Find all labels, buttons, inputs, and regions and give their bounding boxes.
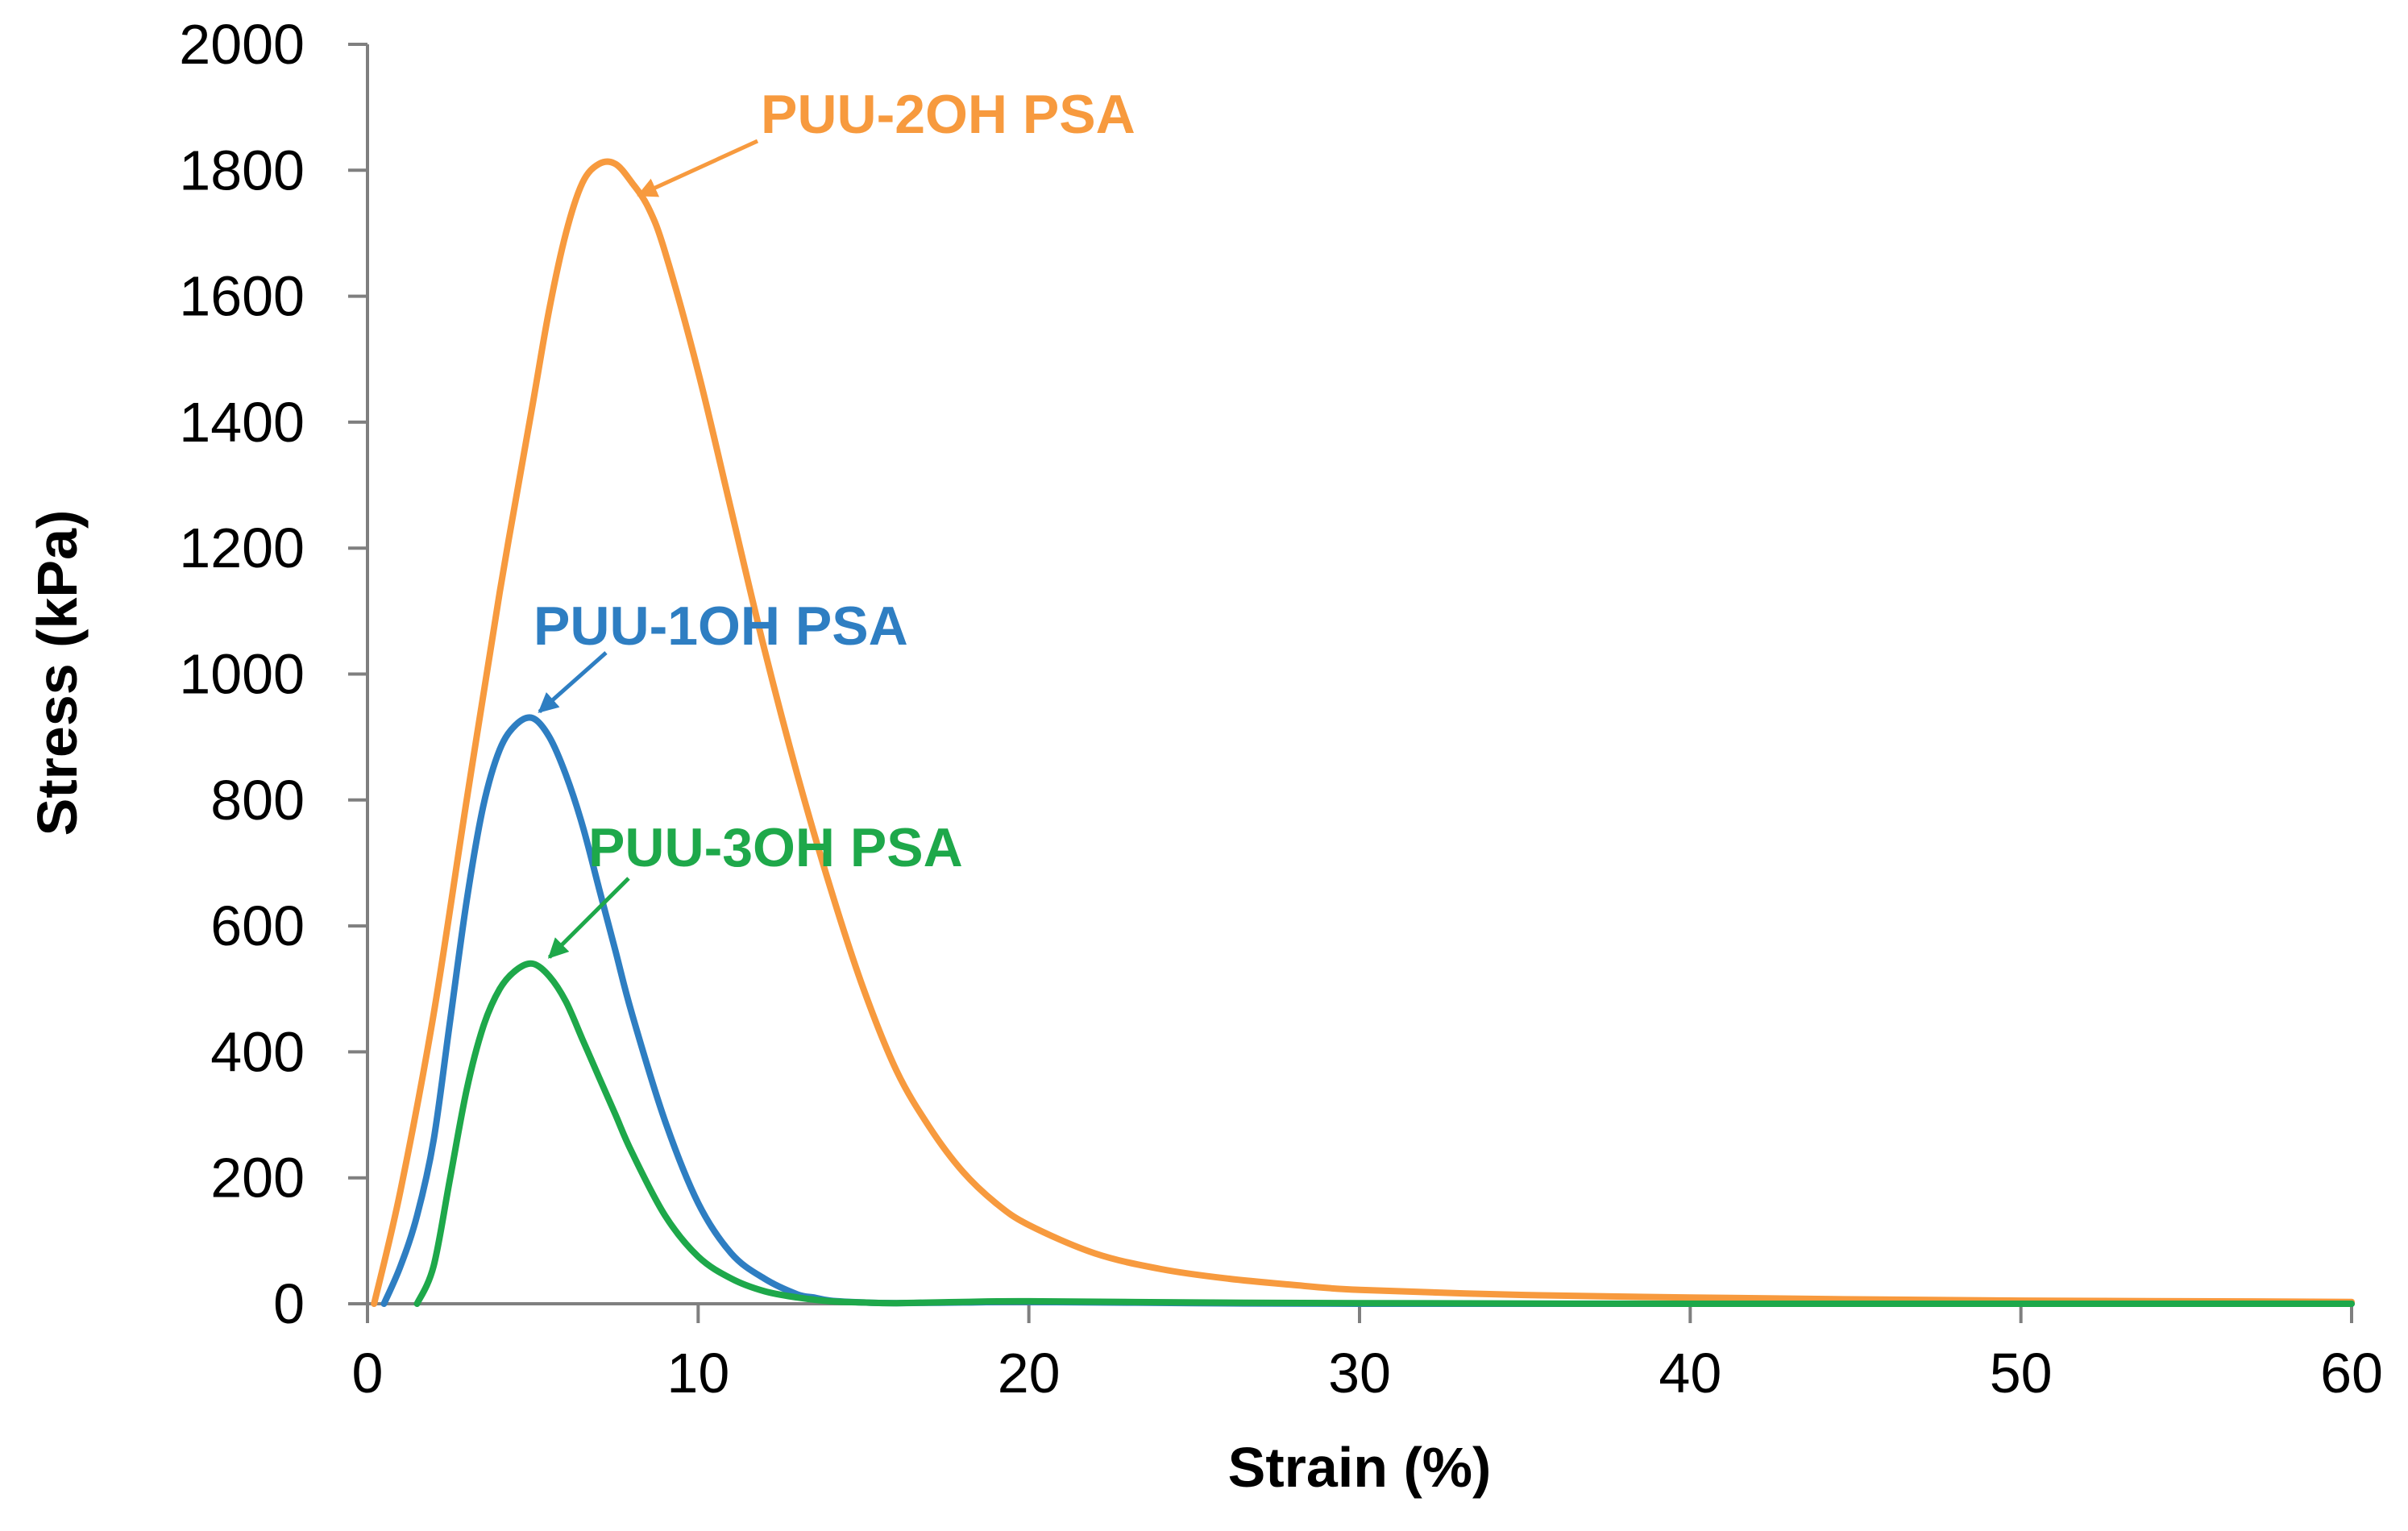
y-tick-label: 1200: [179, 517, 305, 579]
annotation-arrow-puu-2oh-psa: [637, 139, 759, 197]
y-tick-label: 1400: [179, 391, 305, 454]
y-axis-title: Stress (kPa): [26, 510, 89, 836]
annotation-label-puu-2oh-psa: PUU-2OH PSA: [761, 84, 1135, 145]
y-tick-label: 2000: [179, 13, 305, 76]
annotation-arrow-puu-1oh-psa: [538, 651, 608, 714]
y-tick-label: 0: [273, 1272, 305, 1335]
x-axis-title: Strain (%): [1228, 1436, 1492, 1499]
annotation-label-puu-1oh-psa: PUU-1OH PSA: [533, 595, 908, 657]
y-tick-label: 600: [210, 894, 305, 957]
y-tick-label: 200: [210, 1147, 305, 1209]
series-lines: [371, 158, 2355, 1308]
y-tick-label: 800: [210, 769, 305, 832]
annotation-arrow-puu-3oh-psa: [547, 877, 630, 959]
x-tick-label: 20: [998, 1342, 1061, 1404]
x-tick-label: 30: [1328, 1342, 1391, 1404]
x-tick-label: 50: [1990, 1342, 2053, 1404]
annotation-label-puu-3oh-psa: PUU-3OH PSA: [588, 817, 963, 878]
y-tick-label: 400: [210, 1020, 305, 1083]
y-tick-label: 1000: [179, 643, 305, 706]
series-annotations: PUU-2OH PSA PUU-1OH PSA PUU-3OH PSA: [533, 84, 1135, 959]
series-line-puu-2oh-psa: [371, 158, 2355, 1307]
x-tick-label: 60: [2320, 1342, 2383, 1404]
x-tick-label: 40: [1659, 1342, 1721, 1404]
y-tick-label: 1800: [179, 139, 305, 201]
y-axis-ticks: 0 200 400 600 800 1000 1200 1400 1600 1800 2000: [179, 13, 367, 1335]
x-axis-ticks: 0 10 20 30 40 50 60: [352, 1304, 2383, 1404]
series-line-puu-3oh-psa: [413, 960, 2355, 1308]
y-tick-label: 1600: [179, 265, 305, 328]
x-tick-label: 10: [666, 1342, 729, 1404]
series-line-puu-1oh-psa: [380, 714, 2355, 1308]
x-tick-label: 0: [352, 1342, 384, 1404]
